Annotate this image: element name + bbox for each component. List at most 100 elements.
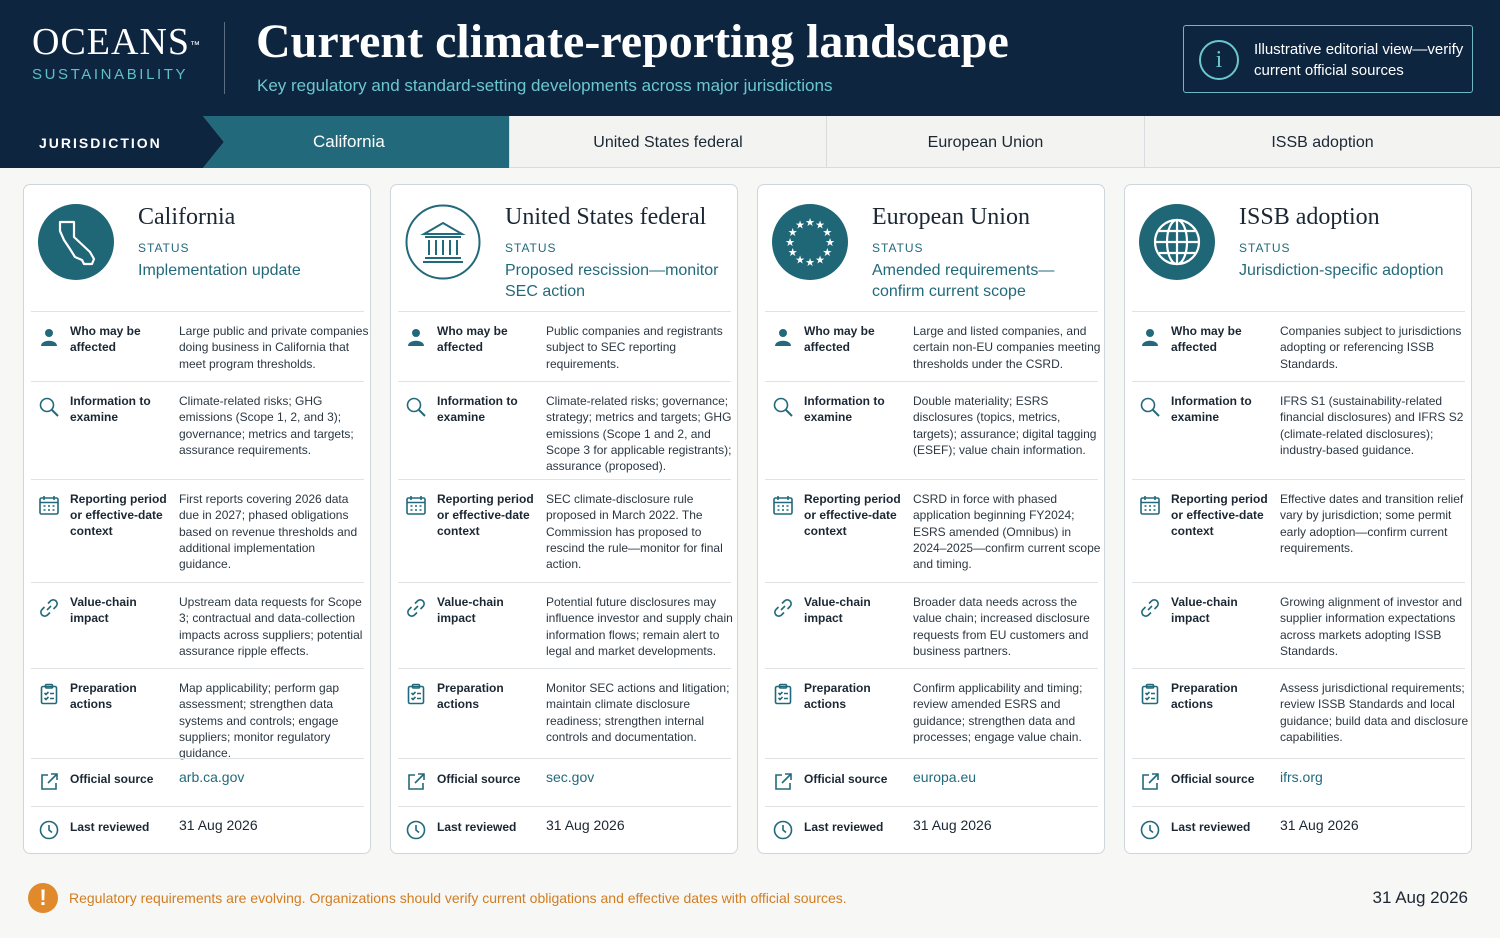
row-reviewed: Last reviewed 31 Aug 2026 — [31, 806, 364, 854]
official-source-link[interactable]: europa.eu — [913, 769, 977, 785]
row-source-label: Official source — [804, 772, 888, 786]
row-prep: Preparation actions Monitor SEC actions a… — [398, 668, 731, 758]
row-info-label: Information to examine — [70, 394, 151, 424]
row-source-label: Official source — [70, 772, 154, 786]
eu-star: ★ — [805, 256, 815, 269]
row-chain-label: Value-chain impact — [437, 595, 504, 625]
official-source-link[interactable]: arb.ca.gov — [179, 769, 245, 785]
row-prep-label: Preparation actions — [1171, 681, 1238, 711]
search-icon — [38, 396, 60, 418]
eu-star: ★ — [815, 253, 825, 266]
row-info-value: Double materiality; ESRS disclosures (to… — [913, 394, 1097, 457]
row-info-value: Climate-related risks; GHG emissions (Sc… — [179, 394, 354, 457]
card-header: ISSB adoption STATUS Jurisdiction-specific… — [1125, 185, 1471, 311]
row-chain: Value-chain impact Potential future discl… — [398, 582, 733, 668]
row-chain-value: Broader data needs across the value chai… — [913, 595, 1090, 658]
row-chain-value: Potential future disclosures may influen… — [546, 595, 733, 658]
page-subtitle: Key regulatory and standard-setting deve… — [257, 76, 833, 95]
clipboard-icon — [38, 683, 60, 705]
row-source: Official source sec.gov — [398, 758, 731, 806]
person-icon — [1139, 326, 1161, 348]
tab-california[interactable]: California — [203, 116, 509, 168]
card-european-union: ★ ★ ★ ★ ★ ★ ★ ★ ★ ★ ★ ★ European Union STATUS Amended … — [757, 184, 1105, 854]
status-label: STATUS — [1239, 241, 1291, 255]
footer-disclaimer: Regulatory requirements are evolving. Or… — [69, 890, 847, 906]
row-prep-label: Preparation actions — [437, 681, 504, 711]
tab-issb-adoption[interactable]: ISSB adoption — [1144, 116, 1500, 168]
row-reviewed-value: 31 Aug 2026 — [1280, 817, 1359, 833]
row-chain: Value-chain impact Growing alignment of i… — [1132, 582, 1465, 668]
row-info: Information to examine Climate-related ri… — [31, 381, 364, 479]
link-icon — [772, 597, 794, 619]
row-reviewed-label: Last reviewed — [70, 820, 150, 834]
row-period-value: First reports covering 2026 data due in … — [179, 492, 358, 572]
row-reviewed: Last reviewed 31 Aug 2026 — [398, 806, 731, 854]
calendar-icon — [38, 494, 60, 516]
row-period-value: CSRD in force with phased application be… — [913, 492, 1101, 572]
row-prep: Preparation actions Assess jurisdictional… — [1132, 668, 1468, 758]
search-icon — [1139, 396, 1161, 418]
eu-star: ★ — [785, 236, 795, 249]
external-link-icon — [772, 771, 794, 793]
search-icon — [405, 396, 427, 418]
row-info: Information to examine Double materiality… — [765, 381, 1098, 479]
official-source-link[interactable]: sec.gov — [546, 769, 595, 785]
card-header: California STATUS Implementation update — [24, 185, 370, 311]
person-icon — [405, 326, 427, 348]
status-value: Implementation update — [138, 262, 301, 279]
external-link-icon — [1139, 771, 1161, 793]
row-who-label: Who may be affected — [437, 324, 508, 354]
row-reviewed-value: 31 Aug 2026 — [179, 817, 258, 833]
row-info-label: Information to examine — [437, 394, 518, 424]
row-chain-value: Growing alignment of investor and suppli… — [1280, 595, 1463, 658]
row-info-label: Information to examine — [804, 394, 885, 424]
card-title: United States federal — [505, 204, 707, 230]
row-who-label: Who may be affected — [804, 324, 875, 354]
row-who-value: Companies subject to jurisdictions adopt… — [1280, 324, 1462, 371]
row-info-value: Climate-related risks; governance; strat… — [546, 394, 732, 474]
person-icon — [38, 326, 60, 348]
status-label: STATUS — [138, 241, 190, 255]
row-period: Reporting period or effective-date conte… — [31, 479, 364, 582]
row-period-label: Reporting period or effective-date conte… — [70, 492, 167, 538]
row-who-label: Who may be affected — [1171, 324, 1242, 354]
row-prep-value: Confirm applicability and timing; review… — [913, 681, 1083, 744]
link-icon — [38, 597, 60, 619]
row-who: Who may be affected Companies subject to … — [1132, 311, 1465, 381]
row-prep-value: Map applicability; perform gap assessmen… — [179, 681, 340, 761]
status-label: STATUS — [872, 241, 924, 255]
row-period-label: Reporting period or effective-date conte… — [804, 492, 901, 538]
row-reviewed-label: Last reviewed — [1171, 820, 1251, 834]
row-chain-label: Value-chain impact — [70, 595, 137, 625]
official-source-link[interactable]: ifrs.org — [1280, 769, 1323, 785]
tab-european-union[interactable]: European Union — [826, 116, 1144, 168]
row-prep-label: Preparation actions — [70, 681, 137, 711]
government-building-icon — [405, 204, 481, 280]
eu-star: ★ — [822, 226, 832, 239]
clipboard-icon — [772, 683, 794, 705]
row-prep-value: Assess jurisdictional requirements; revi… — [1280, 681, 1469, 744]
eu-star: ★ — [788, 226, 798, 239]
row-source-label: Official source — [437, 772, 521, 786]
row-reviewed: Last reviewed 31 Aug 2026 — [1132, 806, 1465, 854]
row-prep-value: Monitor SEC actions and litigation; main… — [546, 681, 730, 744]
header-divider — [224, 22, 225, 94]
row-prep: Preparation actions Confirm applicability… — [765, 668, 1098, 758]
globe-icon — [1139, 204, 1215, 280]
row-source: Official source ifrs.org — [1132, 758, 1465, 806]
row-who: Who may be affected Large public and priv… — [31, 311, 368, 381]
row-period-label: Reporting period or effective-date conte… — [437, 492, 534, 538]
tab-united-states-federal[interactable]: United States federal — [509, 116, 826, 168]
row-period-value: SEC climate-disclosure rule proposed in … — [546, 492, 723, 572]
row-reviewed: Last reviewed 31 Aug 2026 — [765, 806, 1098, 854]
warning-icon: ! — [28, 883, 58, 913]
row-reviewed-label: Last reviewed — [437, 820, 517, 834]
clock-icon — [772, 819, 794, 841]
row-who: Who may be affected Public companies and … — [398, 311, 731, 381]
card-title: ISSB adoption — [1239, 204, 1380, 230]
row-reviewed-value: 31 Aug 2026 — [546, 817, 625, 833]
editorial-note-text: Illustrative editorial view—verify curre… — [1254, 41, 1464, 79]
link-icon — [1139, 597, 1161, 619]
row-period: Reporting period or effective-date conte… — [398, 479, 731, 582]
logo: OCEANS™ SUSTAINABILITY — [32, 22, 222, 83]
